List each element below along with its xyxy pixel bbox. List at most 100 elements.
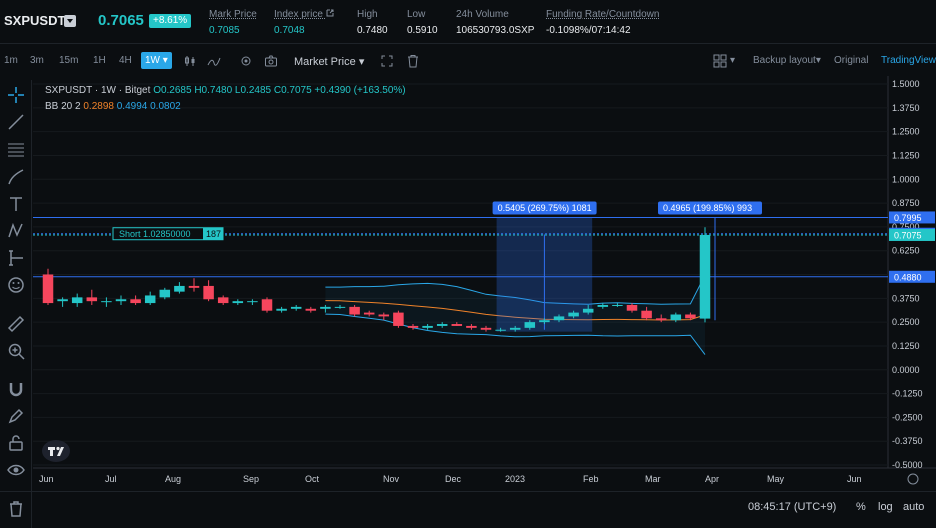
candle-type-icon[interactable] (183, 54, 197, 68)
stat-label[interactable]: Funding Rate/Countdown (546, 9, 660, 20)
candle-body (612, 304, 623, 306)
external-link-icon[interactable] (326, 9, 334, 17)
stat-label[interactable]: Mark Price (209, 9, 257, 20)
crosshair-icon[interactable] (7, 86, 25, 104)
stat-24h-volume: 24h Volume 106530793.0SXP (456, 9, 534, 36)
chevron-down-icon: ▾ (162, 55, 168, 66)
price-label-text: 0.7075 (894, 230, 922, 240)
camera-icon[interactable] (264, 54, 278, 68)
horizontal-lines-icon[interactable] (7, 140, 25, 158)
stat-label: High (357, 9, 378, 20)
trash-icon[interactable] (7, 500, 25, 518)
y-tick-label: -0.1250 (892, 389, 923, 399)
x-tick-label: Sep (243, 474, 259, 484)
price-label-badge (889, 228, 935, 241)
ruler-icon[interactable] (7, 315, 25, 333)
pattern-icon[interactable] (7, 222, 25, 240)
layout-grid-icon[interactable] (713, 54, 727, 68)
stat-label: 24h Volume (456, 9, 509, 20)
y-tick-label: 1.0000 (892, 174, 920, 184)
y-tick-label: 1.1250 (892, 150, 920, 160)
range-label-bg (492, 201, 597, 215)
magnet-icon[interactable] (7, 380, 25, 398)
symbol-name[interactable]: SXPUSDT (4, 13, 66, 28)
candle-body (71, 297, 83, 304)
brush-icon[interactable] (7, 168, 25, 186)
auto-toggle[interactable]: auto (903, 501, 925, 513)
measure-icon[interactable] (7, 249, 25, 267)
timeframe-1w[interactable]: 1W ▾ (141, 52, 172, 69)
symbol-dropdown-icon[interactable] (64, 15, 76, 27)
candle-body (174, 285, 185, 292)
clock-utc[interactable]: 08:45:17 (UTC+9) (748, 501, 837, 513)
candle-body (57, 299, 68, 302)
candle-body (305, 308, 317, 311)
indicators-icon[interactable] (207, 54, 221, 68)
settings-icon[interactable] (239, 54, 253, 68)
text-tool-icon[interactable] (7, 195, 25, 213)
chart-title: SXPUSDT · 1W · Bitget (45, 85, 151, 96)
candle-body (524, 322, 536, 328)
timeframe-3m[interactable]: 3m (30, 55, 44, 66)
candle-body (641, 310, 652, 319)
timeframe-4h[interactable]: 4H (119, 55, 132, 66)
candle-body (393, 312, 404, 326)
y-tick-label: 0.6250 (892, 246, 920, 256)
chart-legend-ohlc: SXPUSDT · 1W · Bitget O0.2685 H0.7480 L0… (45, 85, 406, 96)
timeframe-1m[interactable]: 1m (4, 55, 18, 66)
lock-icon[interactable] (7, 434, 25, 452)
log-toggle[interactable]: log (878, 501, 893, 513)
backup-layout-select[interactable]: Backup layout▾ (753, 55, 821, 66)
x-tick-label: May (767, 474, 785, 484)
trend-line-icon[interactable] (7, 113, 25, 131)
chart-toolbar: 1m 3m 15m 1H 4H 1W ▾ Market Price ▾ ▾ Ba… (0, 50, 936, 74)
chevron-down-icon[interactable]: ▾ (730, 55, 736, 66)
stat-value: 106530793.0SXP (456, 25, 535, 36)
candle-body (363, 312, 375, 315)
tradingview-logo[interactable] (42, 440, 70, 462)
stat-value: 0.7480 (357, 25, 388, 36)
candle-body (568, 312, 579, 317)
bb-fill (325, 275, 705, 355)
axis-settings-icon[interactable] (907, 473, 919, 485)
price-label-badge (889, 211, 935, 224)
candle-body (86, 297, 98, 302)
emoji-icon[interactable] (7, 276, 25, 294)
x-tick-label: Jun (847, 474, 862, 484)
y-tick-label: 0.0000 (892, 365, 920, 375)
candle-body (539, 320, 550, 323)
short-qty-badge (203, 227, 223, 240)
fullscreen-icon[interactable] (380, 54, 394, 68)
price-chart[interactable]: 1.5000 1.3750 1.2500 1.1250 1.0000 0.8750 0.75… (33, 76, 936, 491)
bb-lower-line (325, 313, 706, 355)
trash-icon[interactable] (406, 54, 420, 68)
view-original[interactable]: Original (834, 55, 869, 66)
range-label: 0.5405 (269.75%) 1081 (498, 203, 592, 213)
pencil-lock-icon[interactable] (7, 407, 25, 425)
stat-index-price: Index price 0.7048 (274, 9, 334, 36)
candle-body (290, 306, 302, 309)
percent-toggle[interactable]: % (856, 501, 866, 513)
timeframe-1h[interactable]: 1H (93, 55, 106, 66)
price-type-select[interactable]: Market Price ▾ (294, 56, 365, 68)
zoom-in-icon[interactable] (7, 342, 25, 360)
ohlc-values: O0.2685 H0.7480 L0.2485 C0.7075 +0.4390 … (153, 85, 406, 96)
timeframe-15m[interactable]: 15m (59, 55, 79, 66)
candle-body (553, 316, 565, 321)
candle-body (188, 285, 200, 288)
candle-body (261, 299, 273, 311)
view-tradingview[interactable]: TradingView (881, 55, 936, 66)
candle-body (626, 304, 638, 311)
eye-icon[interactable] (7, 461, 25, 479)
short-qty-label: 187 (206, 229, 221, 239)
x-tick-label: Dec (445, 474, 462, 484)
price-label-text: 0.7995 (894, 213, 922, 223)
candle-body (378, 314, 390, 317)
y-tick-label: -0.2500 (892, 412, 923, 422)
stat-label[interactable]: Index price (274, 9, 334, 20)
chart-footer: 08:45:17 (UTC+9) % log auto (0, 491, 936, 528)
range-label: 0.4965 (199.85%) 993 (663, 203, 752, 213)
y-tick-label: 0.8750 (892, 198, 920, 208)
stat-label: Low (407, 9, 426, 20)
y-tick-label: 1.3750 (892, 103, 920, 113)
